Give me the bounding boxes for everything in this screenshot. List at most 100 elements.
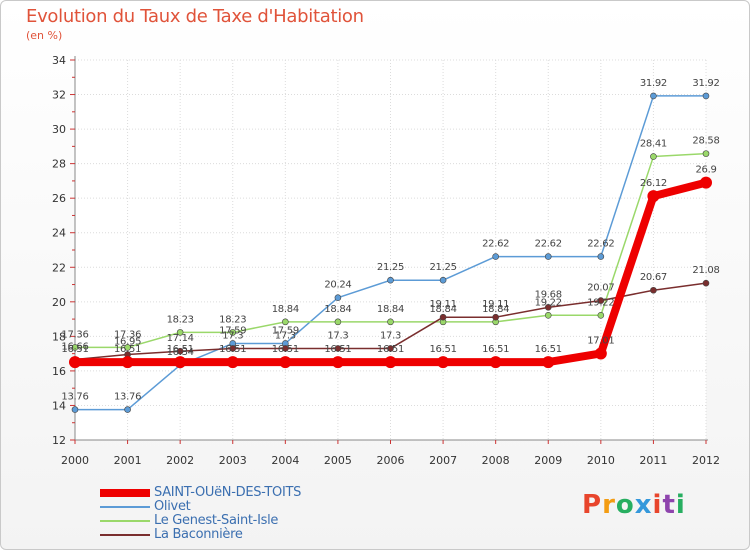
data-label: 22.62 bbox=[587, 239, 614, 250]
data-label: 17.59 bbox=[219, 325, 246, 336]
logo-letter: i bbox=[652, 490, 663, 520]
data-label: 16.51 bbox=[430, 344, 457, 355]
x-tick-label: 2003 bbox=[219, 454, 247, 467]
data-point bbox=[174, 356, 187, 369]
y-tick-label: 18 bbox=[52, 330, 66, 343]
data-point bbox=[121, 356, 134, 369]
data-point bbox=[700, 176, 712, 189]
data-label: 31.92 bbox=[640, 78, 667, 89]
chart-title: Evolution du Taux de Taxe d'Habitation bbox=[26, 6, 364, 27]
y-tick-label: 30 bbox=[52, 123, 66, 136]
data-point bbox=[69, 356, 81, 369]
data-label: 19.22 bbox=[587, 297, 614, 308]
data-label: 20.67 bbox=[640, 272, 667, 283]
data-point bbox=[176, 347, 184, 355]
data-point bbox=[282, 318, 289, 326]
data-label: 16.51 bbox=[219, 344, 246, 355]
x-tick-label: 2005 bbox=[324, 454, 352, 467]
data-point bbox=[597, 253, 605, 260]
data-label: 17.3 bbox=[222, 330, 243, 341]
data-label: 13.76 bbox=[114, 392, 141, 403]
chart-unit: (en %) bbox=[26, 29, 63, 42]
data-label: 21.25 bbox=[430, 262, 457, 273]
legend-swatch bbox=[100, 534, 150, 536]
data-point bbox=[176, 329, 184, 336]
y-tick-label: 22 bbox=[52, 261, 66, 274]
data-label: 18.84 bbox=[377, 304, 404, 315]
data-label: 18.84 bbox=[430, 304, 457, 315]
data-point bbox=[702, 279, 710, 287]
data-label: 17.3 bbox=[327, 330, 348, 341]
data-point bbox=[331, 356, 344, 369]
legend-label: SAINT-OUëN-DES-TOITS bbox=[154, 485, 302, 500]
x-tick-label: 2012 bbox=[692, 454, 720, 467]
y-tick-label: 20 bbox=[52, 296, 66, 309]
data-point bbox=[594, 347, 607, 360]
data-label: 18.84 bbox=[272, 304, 299, 315]
data-label: 18.23 bbox=[167, 314, 194, 325]
data-label: 17.3 bbox=[275, 330, 296, 341]
legend-label: Olivet bbox=[154, 499, 191, 514]
logo-letter: t bbox=[662, 490, 676, 520]
x-tick-label: 2001 bbox=[114, 454, 142, 467]
data-point bbox=[229, 329, 237, 336]
data-label: 22.62 bbox=[535, 239, 562, 250]
data-point bbox=[334, 345, 342, 352]
proxiti-logo: Proxiti bbox=[582, 490, 686, 520]
legend-swatch bbox=[100, 489, 150, 497]
data-point bbox=[492, 253, 499, 260]
legend-label: La Baconnière bbox=[154, 527, 243, 542]
data-label: 21.25 bbox=[377, 262, 404, 273]
data-point bbox=[334, 318, 342, 326]
logo-letter: P bbox=[582, 490, 603, 520]
y-tick-label: 32 bbox=[52, 89, 66, 102]
data-label: 28.58 bbox=[692, 136, 719, 147]
x-tick-label: 2000 bbox=[61, 454, 89, 467]
y-tick-label: 26 bbox=[52, 192, 66, 205]
data-point bbox=[650, 286, 657, 294]
data-label: 28.41 bbox=[640, 139, 667, 150]
data-label: 17.59 bbox=[272, 325, 299, 336]
x-tick-label: 2007 bbox=[429, 454, 457, 467]
data-label: 17.14 bbox=[167, 333, 194, 344]
data-label: 16.51 bbox=[167, 344, 194, 355]
x-tick-label: 2009 bbox=[534, 454, 562, 467]
data-label: 16.51 bbox=[114, 344, 141, 355]
y-tick-label: 28 bbox=[52, 158, 66, 171]
data-point bbox=[544, 253, 552, 260]
data-point bbox=[597, 311, 605, 319]
data-point bbox=[437, 356, 450, 369]
legend-swatch bbox=[100, 506, 150, 508]
data-point bbox=[650, 153, 657, 160]
legend-swatch bbox=[100, 520, 150, 522]
data-label: 19.11 bbox=[430, 299, 457, 310]
data-label: 16.51 bbox=[61, 344, 88, 355]
data-label: 26.12 bbox=[640, 178, 667, 189]
data-point bbox=[282, 345, 289, 352]
data-point bbox=[439, 313, 447, 321]
data-point bbox=[387, 345, 394, 352]
data-label: 18.23 bbox=[219, 314, 246, 325]
data-label: 19.68 bbox=[535, 289, 562, 300]
y-tick-label: 24 bbox=[52, 227, 66, 240]
data-label: 18.84 bbox=[482, 304, 509, 315]
logo-letter: o bbox=[615, 490, 635, 520]
data-label: 16.34 bbox=[167, 347, 194, 358]
data-point bbox=[384, 356, 397, 369]
data-point bbox=[544, 304, 552, 311]
y-tick-label: 12 bbox=[52, 434, 66, 447]
data-point bbox=[334, 294, 342, 301]
data-point bbox=[71, 344, 79, 351]
data-label: 20.24 bbox=[324, 280, 351, 291]
data-point bbox=[71, 406, 79, 413]
legend-label: Le Genest-Saint-Isle bbox=[154, 513, 279, 528]
data-point bbox=[439, 276, 447, 284]
data-point bbox=[650, 92, 657, 100]
data-point bbox=[542, 356, 555, 369]
x-tick-label: 2011 bbox=[639, 454, 667, 467]
x-tick-label: 2002 bbox=[166, 454, 194, 467]
x-tick-label: 2006 bbox=[377, 454, 405, 467]
data-point bbox=[226, 356, 239, 369]
logo-letter: i bbox=[675, 490, 686, 520]
